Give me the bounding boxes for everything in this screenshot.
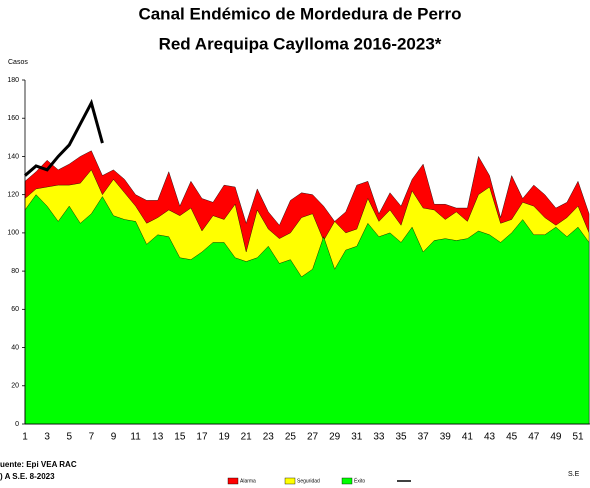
legend-label: Alarma	[240, 478, 256, 484]
x-tick-label: 19	[219, 432, 231, 443]
y-tick-label: 40	[11, 344, 19, 351]
x-tick-label: 27	[307, 432, 319, 443]
y-tick-label: 140	[7, 153, 19, 160]
x-tick-label: 45	[506, 432, 518, 443]
x-tick-label: 43	[484, 432, 496, 443]
y-axis-label: Casos	[8, 59, 28, 66]
x-tick-label: 9	[111, 432, 117, 443]
x-tick-label: 39	[440, 432, 452, 443]
y-tick-label: 180	[7, 77, 19, 84]
x-tick-label: 15	[174, 432, 186, 443]
chart-title: Canal Endémico de Mordedura de Perro	[138, 4, 461, 23]
x-tick-label: 21	[241, 432, 253, 443]
y-tick-label: 0	[15, 421, 19, 428]
legend-swatch	[284, 477, 296, 485]
x-tick-label: 51	[572, 432, 584, 443]
chart-subtitle: Red Arequipa Caylloma 2016-2023*	[159, 34, 442, 53]
x-axis-label: S.E	[568, 471, 580, 478]
y-tick-label: 100	[7, 230, 19, 237]
y-tick-label: 60	[11, 306, 19, 313]
y-tick-label: 160	[7, 115, 19, 122]
source: ) A S.E. 8-2023	[0, 472, 55, 481]
x-tick-label: 5	[66, 432, 72, 443]
x-tick-label: 25	[285, 432, 297, 443]
x-tick-label: 7	[89, 432, 95, 443]
x-tick-label: 11	[130, 432, 141, 443]
legend-swatch	[341, 477, 353, 485]
x-tick-label: 17	[196, 432, 208, 443]
x-tick-label: 33	[373, 432, 385, 443]
y-tick-label: 20	[11, 383, 19, 390]
x-tick-label: 49	[550, 432, 562, 443]
line	[24, 98, 104, 177]
y-tick-label: 80	[11, 268, 19, 275]
x-tick-label: 31	[351, 432, 363, 443]
x-tick-label: 29	[329, 432, 341, 443]
x-tick-label: 47	[528, 432, 540, 443]
x-tick-label: 35	[395, 432, 407, 443]
x-tick-label: 3	[44, 432, 50, 443]
y-tick-label: 120	[7, 192, 19, 199]
x-tick-label: 13	[152, 432, 164, 443]
source: uente: Epi VEA RAC	[0, 460, 77, 469]
x-tick-label: 1	[22, 432, 28, 443]
x-tick-label: 41	[462, 432, 474, 443]
area	[24, 194, 590, 425]
x-tick-label: 23	[263, 432, 275, 443]
legend-label: Éxito	[354, 477, 365, 484]
x-tick-label: 37	[418, 432, 430, 443]
legend-swatch	[227, 477, 239, 485]
legend-label: Seguridad	[297, 478, 320, 484]
